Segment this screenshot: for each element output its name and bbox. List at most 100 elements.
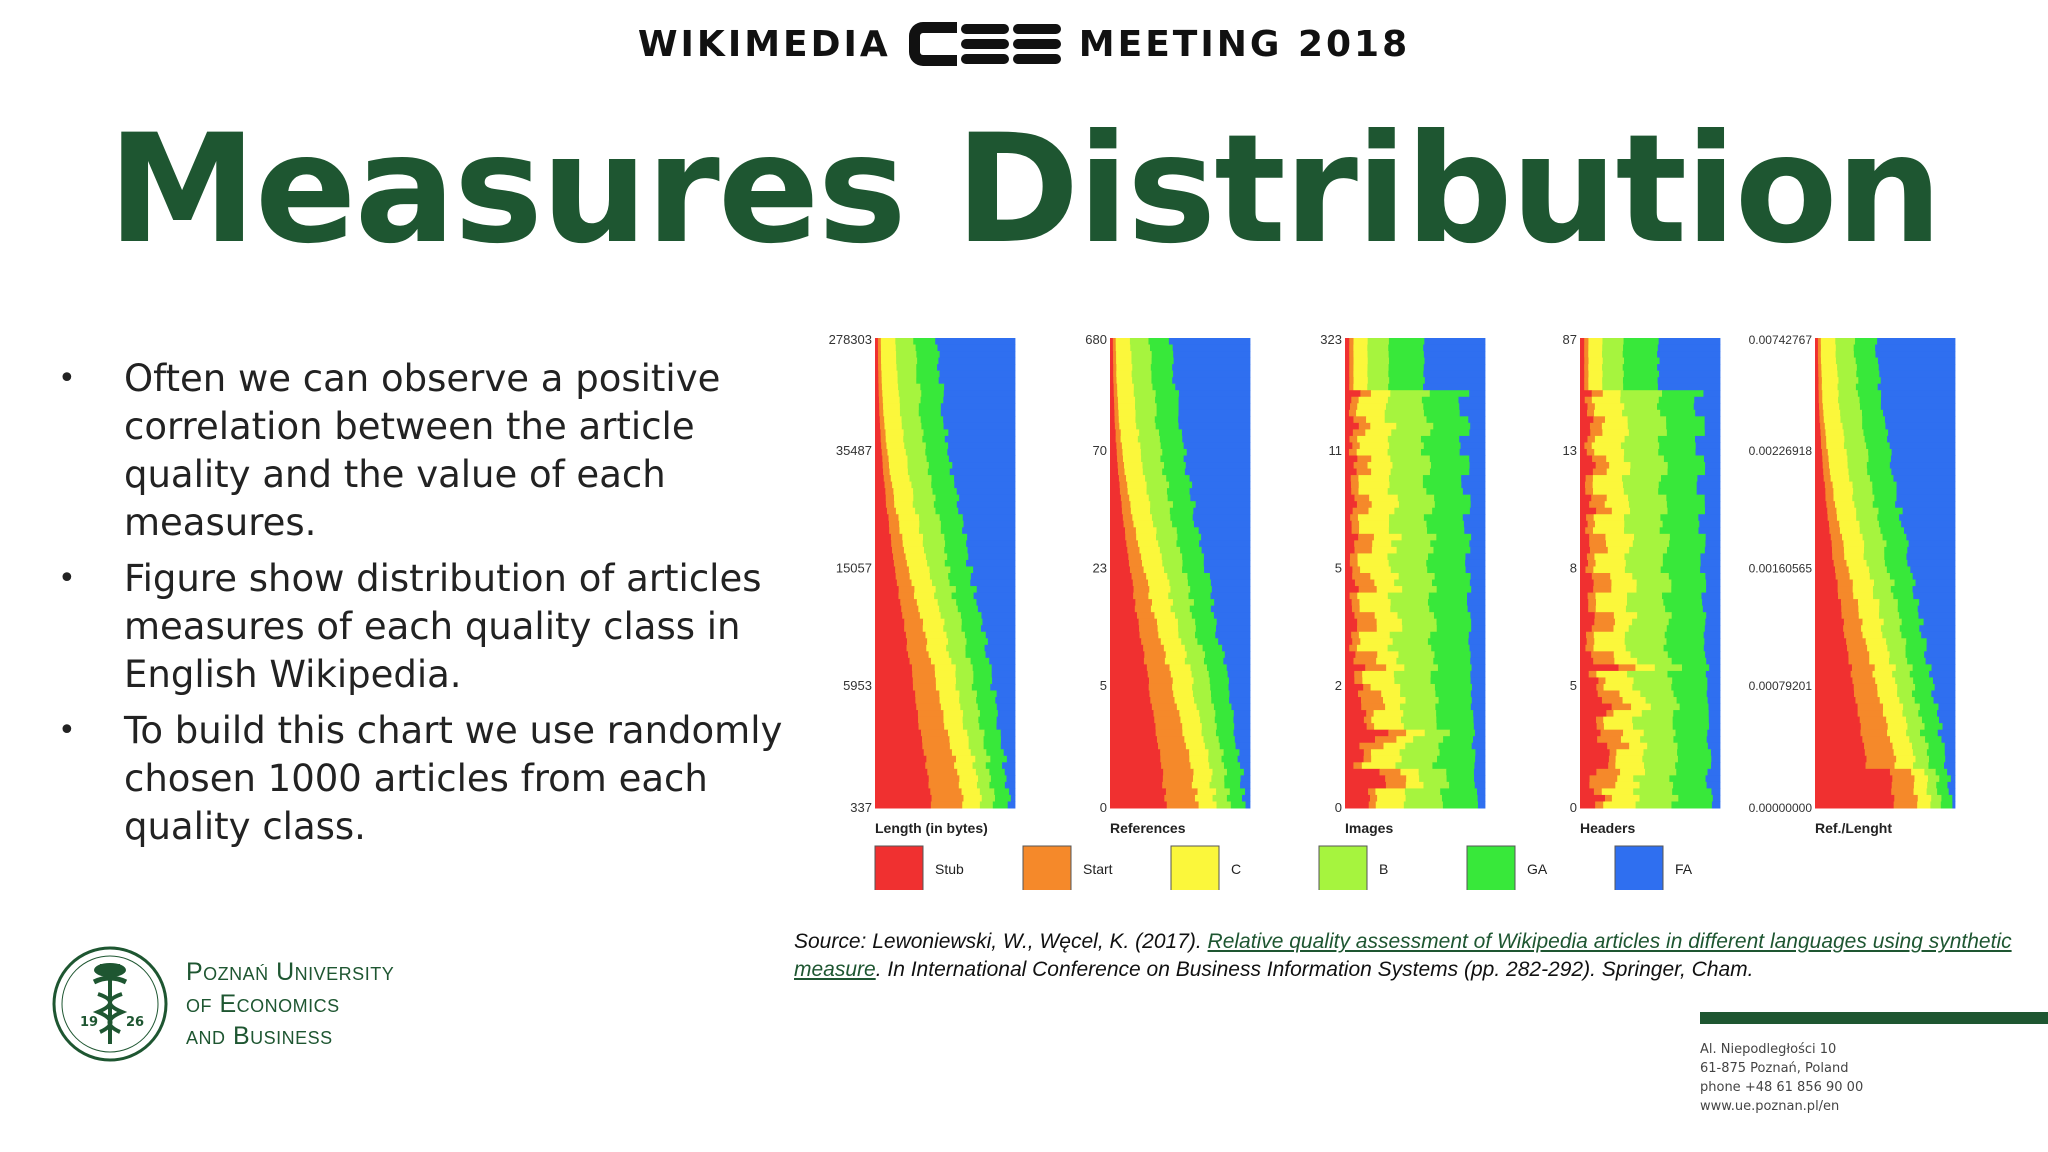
distribution-cell — [1376, 657, 1397, 665]
distribution-cell — [894, 494, 914, 502]
distribution-cell — [1815, 683, 1855, 691]
distribution-cell — [1345, 429, 1354, 437]
distribution-cell — [970, 573, 1016, 581]
distribution-cell — [1659, 370, 1721, 378]
distribution-cell — [1815, 573, 1837, 581]
distribution-cell — [1424, 729, 1451, 737]
distribution-cell — [1815, 351, 1819, 359]
distribution-cell — [892, 546, 905, 554]
distribution-cell — [1204, 742, 1221, 750]
axis-label: Headers — [1580, 820, 1635, 836]
distribution-cell — [899, 520, 920, 528]
distribution-cell — [1872, 501, 1896, 509]
distribution-cell — [1843, 618, 1863, 626]
distribution-cell — [1580, 462, 1597, 470]
distribution-cell — [1166, 488, 1190, 496]
distribution-cell — [1465, 553, 1486, 561]
distribution-cell — [881, 364, 897, 372]
distribution-cell — [875, 723, 919, 731]
distribution-cell — [1624, 448, 1659, 456]
distribution-cell — [1595, 462, 1610, 470]
distribution-cell — [954, 475, 1016, 483]
distribution-cell — [1345, 775, 1386, 783]
distribution-cell — [1135, 396, 1156, 404]
distribution-cell — [1230, 801, 1246, 809]
distribution-cell — [1110, 442, 1117, 450]
distribution-cell — [1856, 507, 1879, 515]
distribution-cell — [949, 736, 969, 744]
distribution-cell — [1110, 351, 1114, 359]
distribution-cell — [1395, 762, 1433, 770]
distribution-cell — [1462, 514, 1486, 522]
address-line: 61-875 Poznań, Poland — [1700, 1061, 1849, 1076]
distribution-cell — [920, 396, 944, 404]
tick-label: 278303 — [829, 332, 872, 347]
distribution-cell — [1892, 742, 1913, 750]
distribution-cell — [1844, 435, 1866, 443]
distribution-cell — [1606, 540, 1634, 548]
distribution-cell — [1899, 697, 1916, 705]
distribution-cell — [1647, 742, 1678, 750]
distribution-cell — [925, 442, 949, 450]
distribution-cell — [1153, 520, 1173, 528]
distribution-cell — [956, 599, 977, 607]
distribution-cell — [875, 618, 905, 626]
distribution-cell — [1673, 690, 1708, 698]
distribution-cell — [940, 612, 962, 620]
distribution-cell — [1143, 644, 1165, 652]
distribution-cell — [1190, 664, 1208, 672]
distribution-cell — [1913, 762, 1929, 770]
distribution-cell — [1580, 736, 1598, 744]
distribution-cell — [918, 403, 942, 411]
distribution-cell — [1345, 364, 1350, 372]
distribution-cell — [1466, 599, 1486, 607]
distribution-cell — [1110, 520, 1124, 528]
distribution-cell — [1888, 657, 1908, 665]
distribution-cell — [1614, 618, 1633, 626]
distribution-cell — [1587, 403, 1596, 411]
distribution-cell — [899, 527, 920, 535]
source-link[interactable]: Relative quality assessment of Wikipedia… — [794, 930, 2012, 981]
distribution-cell — [1821, 370, 1838, 378]
distribution-cell — [930, 788, 962, 796]
distribution-cell — [1430, 631, 1470, 639]
distribution-cell — [1351, 631, 1360, 639]
distribution-cell — [1580, 755, 1610, 763]
distribution-cell — [1193, 507, 1251, 515]
distribution-cell — [1229, 788, 1246, 796]
distribution-cell — [1349, 344, 1354, 352]
distribution-cell — [1182, 723, 1203, 731]
distribution-cell — [1658, 481, 1698, 489]
distribution-cell — [1211, 586, 1251, 594]
distribution-cell — [923, 749, 953, 757]
distribution-cell — [1881, 390, 1956, 398]
distribution-cell — [1886, 638, 1907, 646]
distribution-cell — [1838, 592, 1854, 600]
distribution-cell — [944, 435, 1016, 443]
distribution-cell — [1815, 605, 1842, 613]
distribution-cell — [1115, 344, 1131, 352]
distribution-cell — [1815, 435, 1822, 443]
distribution-cell — [1405, 697, 1440, 705]
distribution-cell — [1580, 775, 1590, 783]
distribution-cell — [1899, 612, 1919, 620]
distribution-cell — [1593, 488, 1625, 496]
distribution-cell — [1160, 442, 1185, 450]
distribution-cell — [1218, 736, 1236, 744]
distribution-cell — [1229, 690, 1251, 698]
bullet-item: Often we can observe a positive correlat… — [58, 355, 798, 547]
distribution-cell — [1110, 475, 1120, 483]
distribution-cell — [1826, 442, 1845, 450]
distribution-cell — [1905, 651, 1925, 659]
distribution-cell — [1156, 736, 1185, 744]
distribution-cell — [1192, 683, 1211, 691]
distribution-cell — [1580, 586, 1594, 594]
distribution-cell — [1947, 768, 1956, 776]
distribution-cell — [1135, 599, 1153, 607]
distribution-cell — [875, 599, 901, 607]
distribution-cell — [1354, 612, 1376, 620]
distribution-cell — [972, 664, 993, 672]
distribution-cell — [1820, 422, 1826, 430]
distribution-cell — [1666, 625, 1706, 633]
university-name: Poznań University of Economics and Busin… — [186, 956, 394, 1052]
